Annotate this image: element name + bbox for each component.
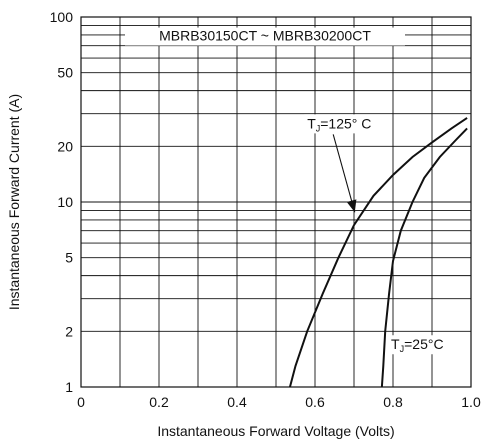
- annotation-label-2: TJ=25°C: [391, 336, 444, 354]
- x-tick-label: 0: [77, 394, 85, 410]
- annotation-sub: J: [400, 344, 405, 354]
- x-tick-labels: 0 0.2 0.4 0.6 0.8 1.0: [77, 394, 481, 410]
- x-tick-label: 0.2: [149, 394, 169, 410]
- x-tick-label: 1.0: [461, 394, 481, 410]
- plot-frame: [80, 16, 472, 388]
- x-tick-label: 0.8: [383, 394, 403, 410]
- annotation-bg: [388, 335, 465, 355]
- x-axis-label: Instantaneous Forward Voltage (Volts): [157, 423, 394, 439]
- x-tick-label: 0.6: [305, 394, 325, 410]
- annotation-rest: =25°C: [404, 336, 443, 352]
- y-tick-label: 100: [50, 9, 74, 25]
- y-axis-label: Instantaneous Forward Current (A): [6, 94, 22, 310]
- annotation-main: T: [391, 336, 400, 352]
- series-layer: [288, 117, 468, 387]
- annotation-sub: J: [316, 123, 321, 133]
- title-background: [125, 27, 405, 46]
- y-tick-label: 5: [65, 250, 73, 266]
- series-line-1: [288, 117, 468, 387]
- annotation-layer: TJ=125° CTJ=25°C: [304, 114, 465, 355]
- annotation-rest: =125° C: [320, 115, 371, 131]
- y-tick-label: 2: [65, 323, 73, 339]
- annotation-main: T: [307, 115, 316, 131]
- annotation-bg: [304, 114, 393, 134]
- y-tick-labels: 1 2 5 10 20 50 100: [50, 9, 74, 395]
- y-tick-label: 1: [65, 379, 73, 395]
- annotation-leader: [332, 134, 356, 213]
- chart-title-box: MBRB30150CT ~ MBRB30200CT: [125, 27, 405, 46]
- y-tick-label: 50: [57, 65, 73, 81]
- x-tick-label: 0.4: [227, 394, 247, 410]
- series-line-2: [380, 127, 468, 387]
- chart-title: MBRB30150CT ~ MBRB30200CT: [159, 28, 371, 44]
- y-tick-label: 10: [57, 194, 73, 210]
- y-tick-label: 20: [57, 138, 73, 154]
- annotation-label-1: TJ=125° C: [307, 115, 371, 133]
- annotation-arrowhead: [346, 199, 357, 213]
